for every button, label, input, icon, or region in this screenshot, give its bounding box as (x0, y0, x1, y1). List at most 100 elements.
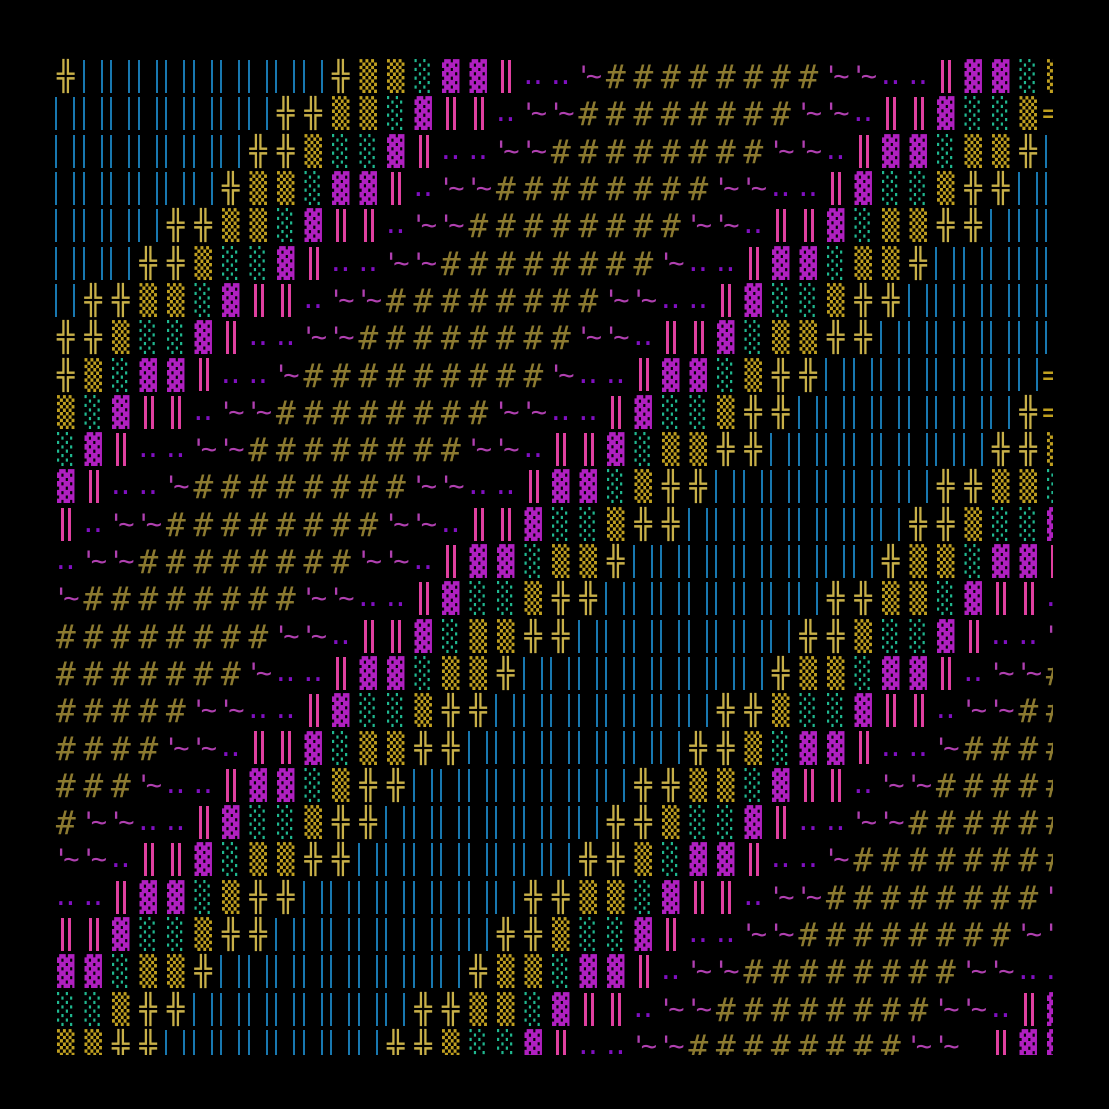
double-bar-blue-glyph: ║ (272, 916, 300, 953)
double-bar-blue-glyph: ║ (932, 394, 960, 431)
box-cross-glyph: ╬ (442, 693, 460, 728)
light-shade-glyph: ░ (909, 171, 927, 206)
double-bar-blue-glyph: ║ (850, 394, 878, 431)
hash-glyph: # (743, 94, 764, 134)
hash-glyph: # (688, 131, 709, 171)
medium-shade-glyph: ▒ (524, 581, 542, 616)
double-bar-blue-glyph: ║ (630, 580, 658, 617)
double-bar-blue-glyph: ║ (107, 58, 135, 95)
double-bar-blue-glyph: ║ (355, 953, 383, 990)
double-bar-pink-glyph: ‖ (437, 95, 465, 132)
hash-glyph: # (578, 94, 599, 134)
dark-shade-glyph: ▓ (717, 320, 735, 355)
tilde-glyph: '~ (1043, 620, 1053, 652)
double-bar-blue-glyph: ║ (437, 879, 465, 916)
double-bar-blue-glyph: ║ (850, 506, 878, 543)
medium-shade-glyph: ▒ (579, 879, 597, 914)
double-bar-blue-glyph: ║ (520, 767, 548, 804)
hash-glyph: # (880, 840, 901, 880)
dark-shade-glyph: ▓ (827, 208, 845, 243)
two-dots-glyph: .. (878, 61, 903, 92)
medium-shade-glyph: ▒ (689, 767, 707, 802)
box-cross-glyph: ╬ (634, 805, 652, 840)
tilde-glyph: '~ (658, 247, 684, 279)
tilde-glyph: '~ (53, 844, 79, 876)
box-cross-glyph: ╬ (1019, 432, 1037, 467)
tilde-glyph: '~ (768, 919, 794, 951)
hash-glyph: # (825, 952, 846, 992)
hash-glyph: # (715, 94, 736, 134)
light-shade-glyph: ░ (57, 432, 75, 467)
medium-shade-glyph: ▒ (937, 544, 955, 579)
box-cross-glyph: ╬ (414, 730, 432, 765)
tilde-glyph: '~ (795, 135, 822, 167)
double-bar-blue-glyph: ║ (822, 468, 850, 505)
hash-glyph: # (165, 616, 186, 656)
hash-glyph: # (193, 579, 214, 619)
box-cross-glyph: ╬ (277, 133, 295, 168)
tilde-glyph: '~ (740, 919, 767, 951)
hash-glyph: # (688, 58, 709, 97)
double-bar-pink-glyph: ‖ (465, 95, 493, 132)
box-cross-glyph: ╬ (414, 1028, 432, 1055)
light-shade-glyph: ░ (689, 805, 707, 840)
medium-shade-glyph: ▒ (882, 245, 900, 280)
double-bar-blue-glyph: ║ (520, 729, 548, 766)
two-dots-glyph: .. (575, 396, 601, 427)
two-dots-glyph: .. (713, 247, 738, 278)
two-dots-glyph: .. (630, 322, 656, 353)
dark-shade-glyph: ▓ (634, 394, 652, 429)
box-cross-glyph: ╬ (139, 1028, 157, 1055)
light-shade-glyph: ░ (937, 581, 955, 616)
hash-glyph: # (413, 355, 434, 395)
box-cross-glyph: ╬ (964, 469, 982, 504)
dark-shade-glyph: ▓ (964, 59, 982, 94)
light-shade-glyph: ░ (689, 394, 707, 429)
medium-shade-glyph: ▒ (57, 1028, 75, 1055)
double-bar-blue-glyph: ║ (465, 841, 493, 878)
double-bar-blue-glyph: ║ (795, 431, 823, 468)
double-bar-blue-glyph: ║ (382, 879, 410, 916)
double-bar-blue-glyph: ║ (850, 468, 878, 505)
double-bar-pink-glyph: ‖ (162, 841, 190, 878)
medium-shade-glyph: ▒ (854, 618, 872, 653)
equals-glyph: = (1042, 96, 1053, 131)
two-dots-glyph: .. (163, 769, 188, 800)
hash-glyph: # (385, 430, 406, 470)
medium-shade-glyph: ▒ (112, 991, 130, 1026)
hash-glyph: # (83, 579, 104, 619)
hash-glyph: # (495, 243, 516, 283)
dark-shade-glyph: ▓ (167, 879, 185, 914)
hash-glyph: # (770, 989, 791, 1029)
double-bar-blue-glyph: ║ (1015, 282, 1043, 319)
two-dots-glyph: .. (218, 732, 243, 763)
double-bar-blue-glyph: ║ (327, 991, 355, 1028)
tilde-glyph: '~ (520, 98, 547, 130)
double-bar-blue-glyph: ║ (767, 543, 795, 580)
hash-glyph: # (440, 355, 461, 395)
double-bar-blue-glyph: ║ (602, 618, 630, 655)
hash-glyph: # (275, 430, 296, 470)
hash-glyph: # (550, 169, 571, 209)
dark-shade-glyph: ▓ (139, 879, 157, 914)
hash-glyph: # (220, 653, 241, 693)
dark-shade-glyph: ▓ (304, 730, 322, 765)
double-bar-blue-glyph: ║ (245, 991, 273, 1028)
double-bar-pink-glyph: ‖ (575, 431, 603, 468)
double-bar-blue-glyph: ║ (960, 394, 988, 431)
hash-glyph: # (55, 691, 76, 731)
hash-glyph: # (715, 989, 736, 1029)
double-bar-blue-glyph: ║ (1042, 170, 1053, 207)
double-bar-blue-glyph: ║ (960, 245, 988, 282)
dark-shade-glyph: ▓ (772, 245, 790, 280)
box-cross-glyph: ╬ (689, 730, 707, 765)
double-bar-blue-glyph: ║ (217, 58, 245, 95)
light-shade-glyph: ░ (662, 842, 680, 877)
light-shade-glyph: ░ (744, 320, 762, 355)
light-shade-glyph: ░ (84, 991, 102, 1026)
hash-glyph: # (1018, 840, 1039, 880)
medium-shade-glyph: ▒ (387, 730, 405, 765)
hash-glyph: # (413, 280, 434, 320)
two-dots-glyph: .. (135, 471, 161, 502)
hash-glyph: # (248, 579, 269, 619)
